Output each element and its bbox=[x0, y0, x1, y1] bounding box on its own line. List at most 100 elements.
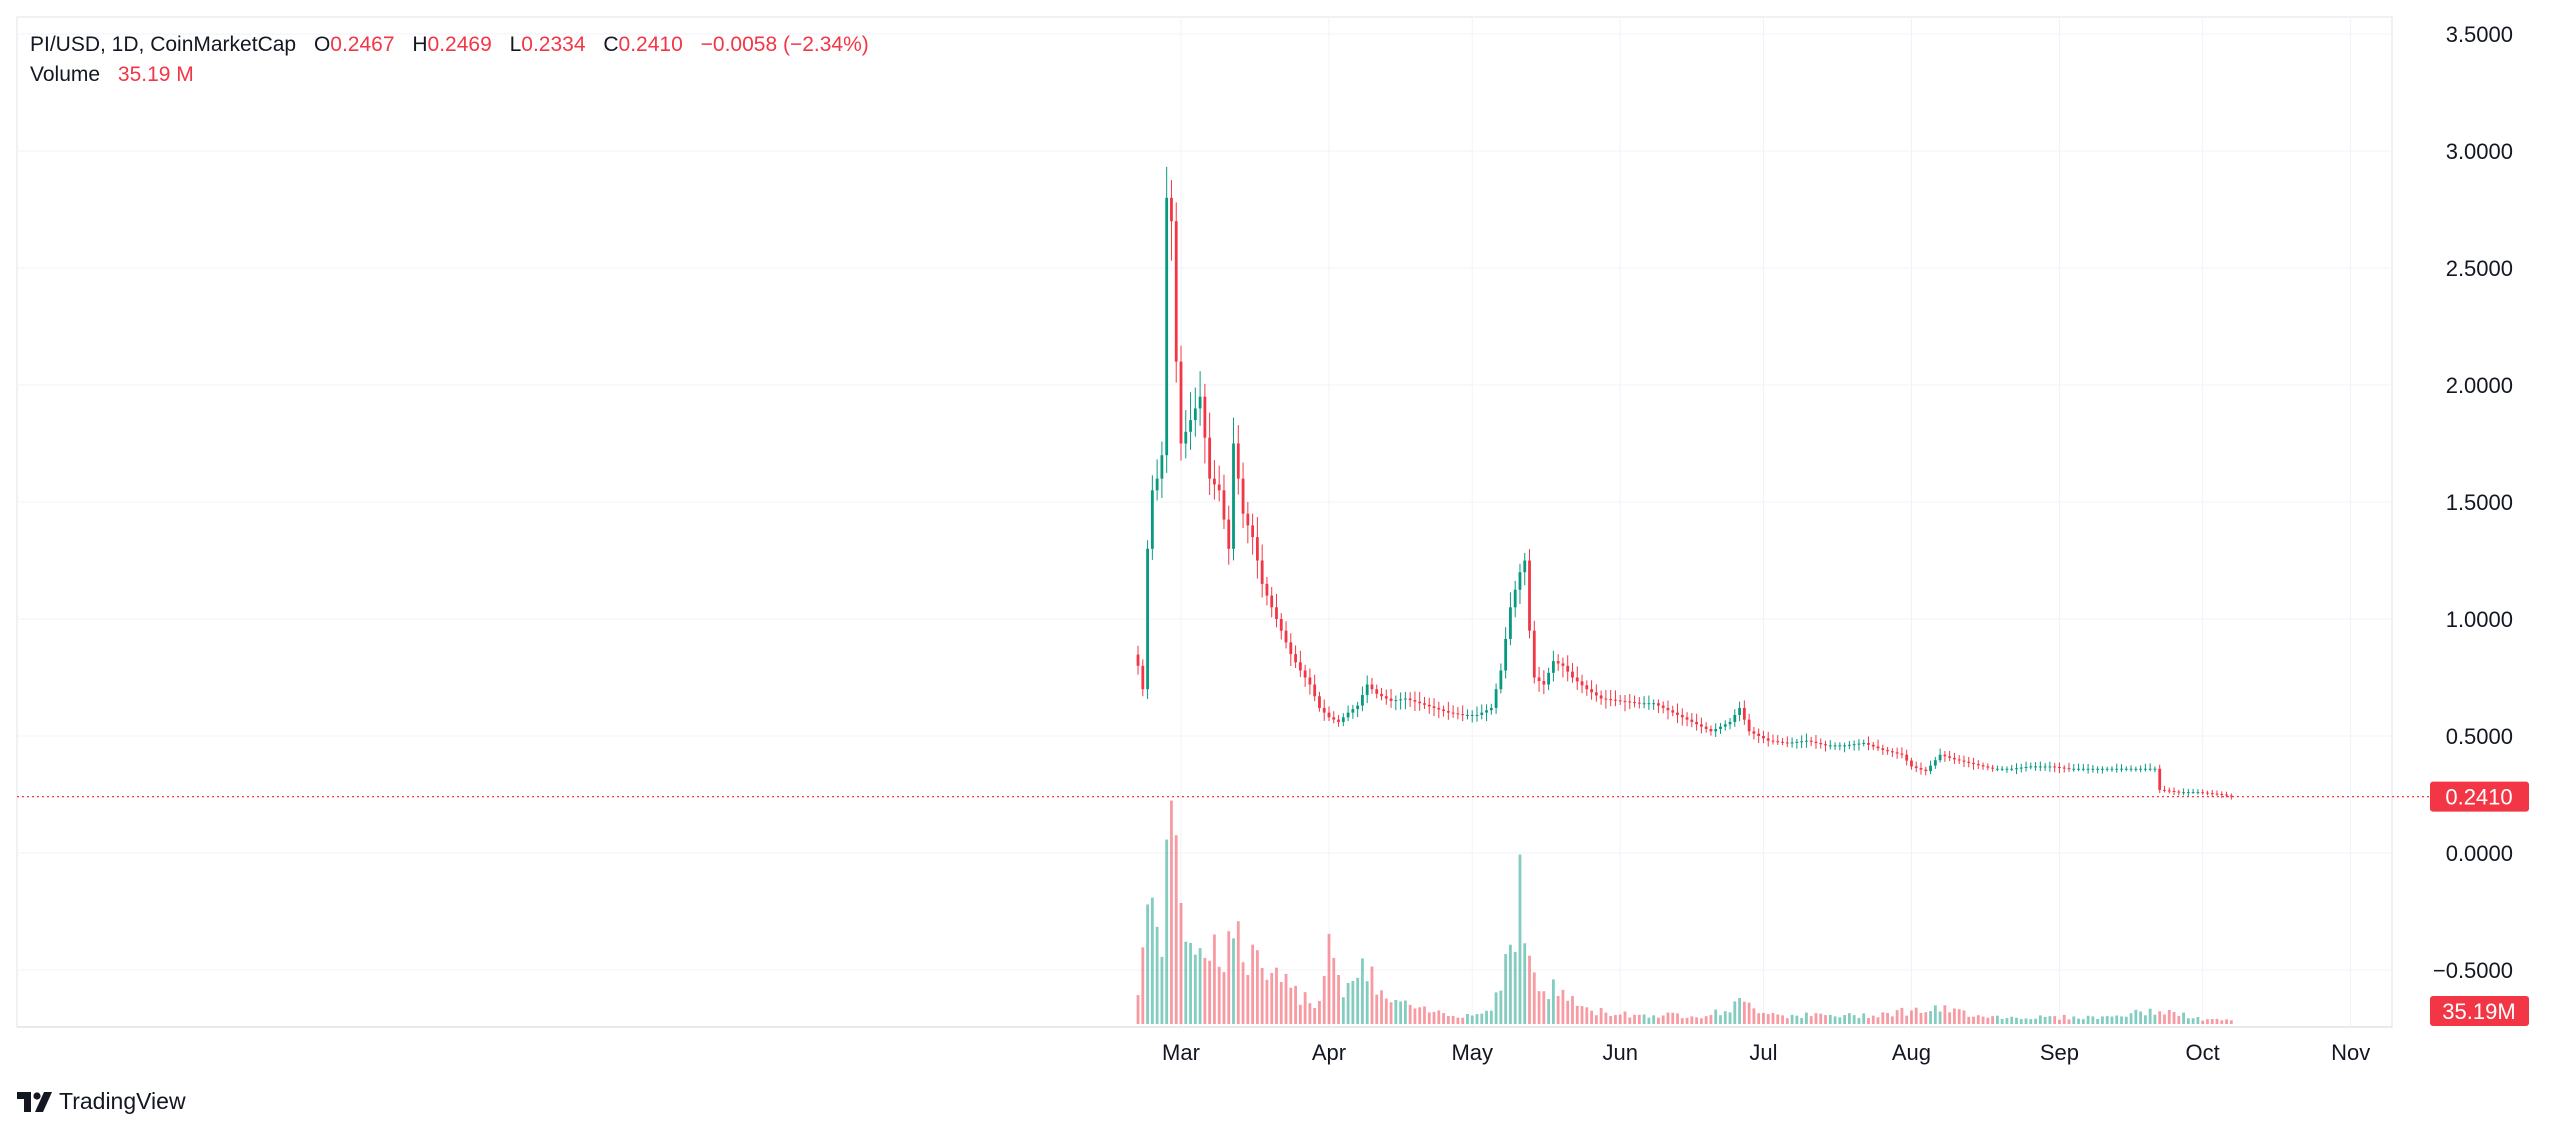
candle-body bbox=[1738, 707, 1741, 715]
volume-bars-group bbox=[1136, 800, 2233, 1024]
volume-bar bbox=[2105, 1016, 2109, 1024]
volume-bar bbox=[1193, 954, 1197, 1024]
volume-bar bbox=[1614, 1015, 1617, 1024]
candle-body bbox=[2206, 792, 2209, 794]
volume-bar bbox=[1733, 1001, 1737, 1024]
candle-body bbox=[1719, 726, 1722, 729]
volume-bar bbox=[1590, 1010, 1593, 1024]
candle-body bbox=[1604, 698, 1608, 700]
candle-body bbox=[2024, 767, 2028, 769]
volume-bar bbox=[1542, 991, 1546, 1024]
candle-body bbox=[1785, 742, 1789, 744]
candle-body bbox=[1995, 768, 1999, 770]
x-tick-label: Oct bbox=[2186, 1040, 2220, 1065]
volume-bar bbox=[1766, 1014, 1770, 1024]
candle-body bbox=[1561, 663, 1565, 666]
candle-body bbox=[1566, 665, 1570, 672]
candle-body bbox=[1327, 712, 1331, 718]
candle-body bbox=[1895, 752, 1899, 754]
candle-body bbox=[1991, 767, 1995, 769]
candle-body bbox=[1957, 759, 1961, 761]
x-tick-label: Jul bbox=[1749, 1040, 1777, 1065]
tradingview-brand[interactable]: TradingView bbox=[17, 1088, 186, 1115]
candle-body bbox=[1967, 761, 1971, 763]
candle-body bbox=[1518, 572, 1522, 590]
high-value: 0.2469 bbox=[427, 33, 492, 56]
candle-body bbox=[1929, 765, 1932, 772]
change-value: −0.0058 (−2.34%) bbox=[700, 33, 869, 56]
volume-bar bbox=[1241, 962, 1245, 1024]
y-tick-label: 1.5000 bbox=[2446, 490, 2513, 515]
last-volume-label: 35.19M bbox=[2442, 999, 2515, 1024]
volume-bar bbox=[1747, 1002, 1751, 1024]
candle-body bbox=[1723, 724, 1727, 727]
volume-bar bbox=[1886, 1012, 1889, 1024]
candle-body bbox=[1910, 760, 1913, 767]
candle-body bbox=[1341, 717, 1345, 722]
candle-body bbox=[2005, 768, 2009, 770]
volume-bar bbox=[1236, 921, 1240, 1024]
open-value: 0.2467 bbox=[330, 33, 395, 56]
candle-body bbox=[1136, 654, 1140, 666]
volume-bar bbox=[1962, 1010, 1966, 1024]
volume-bar bbox=[1446, 1015, 1450, 1024]
candle-body bbox=[1695, 721, 1699, 725]
volume-bar bbox=[2010, 1016, 2014, 1024]
volume-bar bbox=[2019, 1019, 2023, 1024]
volume-bar bbox=[1781, 1015, 1784, 1024]
x-tick-label: Apr bbox=[1312, 1040, 1346, 1065]
volume-bar bbox=[1509, 944, 1512, 1024]
candle-body bbox=[1418, 701, 1422, 704]
candle-body bbox=[1819, 743, 1823, 745]
candle-body bbox=[2034, 766, 2037, 768]
volume-bar bbox=[2210, 1019, 2214, 1024]
volume-bar bbox=[1184, 941, 1188, 1024]
close-value: 0.2410 bbox=[618, 33, 683, 56]
volume-bar bbox=[1857, 1018, 1861, 1024]
volume-bar bbox=[1361, 958, 1364, 1024]
candle-body bbox=[1795, 741, 1799, 743]
candle-body bbox=[1399, 699, 1403, 701]
candle-body bbox=[1179, 361, 1183, 444]
candle-body bbox=[1232, 443, 1235, 549]
candle-body bbox=[2105, 768, 2109, 770]
candle-body bbox=[2196, 792, 2200, 794]
volume-bar bbox=[1991, 1016, 1995, 1024]
volume-bar bbox=[1294, 985, 1297, 1024]
candle-body bbox=[1771, 740, 1775, 742]
volume-bar bbox=[1599, 1007, 1603, 1024]
volume-bar bbox=[1805, 1012, 1808, 1024]
candle-body bbox=[1361, 695, 1364, 706]
volume-bar bbox=[1146, 904, 1149, 1024]
volume-bar bbox=[1728, 1012, 1732, 1024]
volume-bar bbox=[1227, 931, 1231, 1024]
volume-bar bbox=[1327, 933, 1331, 1024]
plot-area bbox=[16, 16, 2393, 1028]
volume-bar bbox=[1384, 998, 1388, 1024]
volume-bar bbox=[1418, 1007, 1422, 1024]
volume-bar bbox=[1265, 979, 1269, 1024]
volume-bar bbox=[1652, 1015, 1656, 1024]
volume-bar bbox=[1900, 1007, 1904, 1024]
volume-bar bbox=[1480, 1013, 1484, 1024]
volume-bar bbox=[1666, 1012, 1670, 1024]
candle-body bbox=[1857, 743, 1861, 745]
volume-bar bbox=[1322, 975, 1326, 1024]
candle-body bbox=[1480, 712, 1484, 715]
volume-bar bbox=[1575, 1005, 1579, 1024]
candle-body bbox=[1337, 719, 1340, 722]
volume-bar bbox=[1862, 1013, 1866, 1024]
candle-body bbox=[2096, 768, 2100, 770]
volume-bar bbox=[2029, 1019, 2033, 1024]
volume-bar bbox=[1255, 950, 1259, 1024]
volume-bar bbox=[1976, 1015, 1980, 1024]
candle-body bbox=[1609, 699, 1613, 701]
volume-bar bbox=[1318, 1000, 1321, 1024]
volume-bar bbox=[1284, 973, 1288, 1024]
volume-bar bbox=[1494, 992, 1498, 1024]
volume-bar bbox=[2229, 1020, 2233, 1024]
candle-body bbox=[1599, 695, 1603, 699]
volume-bar bbox=[1289, 987, 1293, 1024]
candle-body bbox=[1847, 744, 1851, 746]
